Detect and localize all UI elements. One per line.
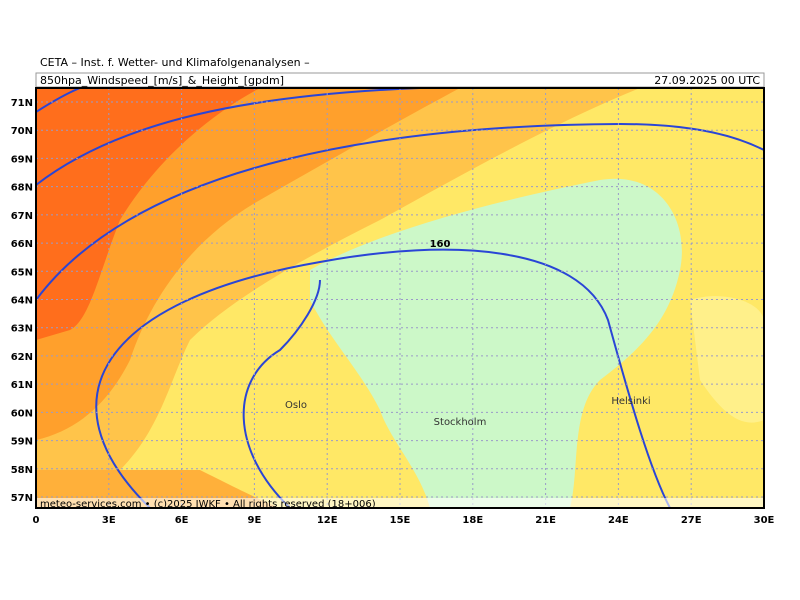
lon-label: 30E xyxy=(754,515,775,526)
contour xyxy=(242,279,321,508)
contour xyxy=(95,248,671,508)
contour xyxy=(36,88,81,113)
lat-label: 62N xyxy=(11,352,33,363)
lon-label: 6E xyxy=(175,515,189,526)
lat-label: 63N xyxy=(11,324,33,335)
axis-labels: 71N 70N 69N 68N 67N 66N 65N 64N 63N 62N 61N 60N 59N 5… xyxy=(11,98,775,526)
lat-label: 57N xyxy=(11,493,33,504)
lat-label: 61N xyxy=(11,380,33,391)
lon-label: 21E xyxy=(535,515,556,526)
graticule xyxy=(36,88,764,508)
city: Stockholm xyxy=(434,417,487,428)
contour-label: 160 xyxy=(430,239,451,250)
lon-label: 12E xyxy=(317,515,338,526)
footer-band xyxy=(36,498,764,508)
lon-label: 18E xyxy=(462,515,483,526)
lat-label: 65N xyxy=(11,267,33,278)
lat-label: 59N xyxy=(11,437,33,448)
fill xyxy=(690,296,764,423)
fill xyxy=(310,178,682,508)
lon-label: 15E xyxy=(390,515,411,526)
lat-label: 64N xyxy=(11,296,33,307)
lat-label: 70N xyxy=(11,126,33,137)
lon-label: 24E xyxy=(608,515,629,526)
contour xyxy=(36,88,421,186)
lat-label: 58N xyxy=(11,465,33,476)
map-area: 160 Oslo Stockholm Helsinki meteo-servic… xyxy=(36,88,764,510)
lat-label: 68N xyxy=(11,183,33,194)
lon-label: 9E xyxy=(248,515,262,526)
credit: meteo-services.com • (c)2025 IWKF • All … xyxy=(40,499,376,510)
lon-label: 0 xyxy=(33,515,40,526)
lon-label: 3E xyxy=(102,515,116,526)
city: Oslo xyxy=(285,400,307,411)
lon-label: 27E xyxy=(681,515,702,526)
city: Helsinki xyxy=(611,396,650,407)
datetime: 27.09.2025 00 UTC xyxy=(654,74,760,87)
subtitle: 850hpa_Windspeed_[m/s]_&_Height_[gpdm] xyxy=(40,74,284,87)
frame xyxy=(35,87,765,509)
lat-label: 66N xyxy=(11,239,33,250)
lat-label: 60N xyxy=(11,408,33,419)
lat-label: 69N xyxy=(11,154,33,165)
lat-label: 67N xyxy=(11,211,33,222)
title: CETA – Inst. f. Wetter- und Klimafolgena… xyxy=(40,56,310,69)
lat-label: 71N xyxy=(11,98,33,109)
